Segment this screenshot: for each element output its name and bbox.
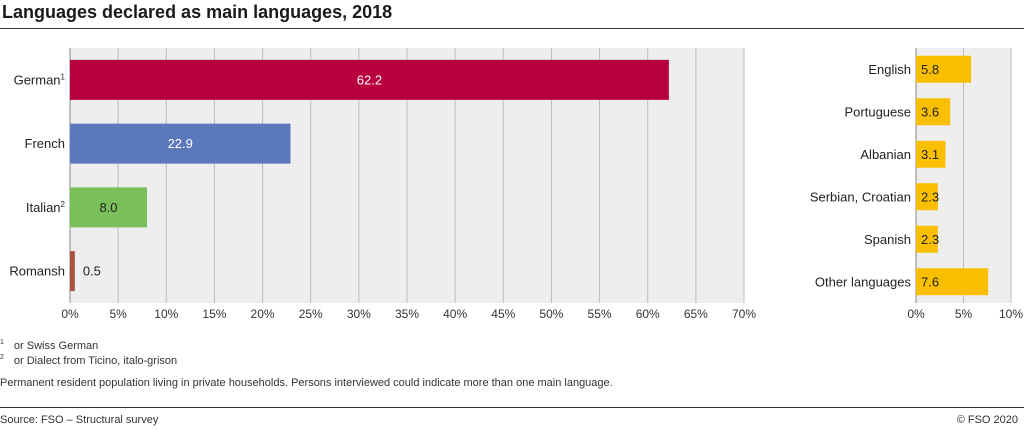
category-label-other-languages: Other languages	[815, 274, 912, 289]
value-label-french: 22.9	[168, 136, 193, 151]
value-label-italian: 8.0	[99, 200, 117, 215]
bar-other-languages	[916, 268, 989, 296]
value-label-german: 62.2	[357, 72, 382, 87]
x-tick-label-70: 70%	[732, 307, 756, 321]
category-label-serbian-croatian: Serbian, Croatian	[810, 189, 911, 204]
value-label-english: 5.8	[921, 62, 939, 77]
category-label-english: English	[868, 62, 911, 77]
x-tick-label-25: 25%	[299, 307, 323, 321]
category-label-french: French	[25, 136, 65, 151]
bar-portuguese	[916, 98, 951, 126]
bar-serbian-croatian	[916, 183, 938, 211]
x-tick-label-0: 0%	[61, 307, 79, 321]
footnote-2-marker: 2	[0, 354, 4, 361]
footnote-1: 1 or Swiss German	[0, 339, 99, 352]
category-label-spanish: Spanish	[864, 232, 911, 247]
x-tick-label-65: 65%	[684, 307, 708, 321]
footnote-1-text: or Swiss German	[13, 340, 99, 352]
category-label-albanian: Albanian	[860, 147, 911, 162]
x-tick-label-15: 15%	[202, 307, 226, 321]
category-label-romansh: Romansh	[9, 264, 65, 279]
x-tick-label-40: 40%	[443, 307, 467, 321]
footer-divider	[0, 407, 1024, 408]
category-label-portuguese: Portuguese	[845, 104, 912, 119]
x-tick-label-55: 55%	[588, 307, 612, 321]
bar-albanian	[916, 140, 946, 168]
x-tick-label-50: 50%	[539, 307, 563, 321]
value-label-other-languages: 7.6	[921, 274, 939, 289]
x-tick-label-10: 10%	[154, 307, 178, 321]
x-tick-label-0: 0%	[907, 307, 925, 321]
source-text: Source: FSO – Structural survey	[0, 414, 159, 426]
x-tick-label-30: 30%	[347, 307, 371, 321]
value-label-albanian: 3.1	[921, 147, 939, 162]
bar-german	[70, 59, 669, 100]
x-tick-label-5: 5%	[109, 307, 127, 321]
x-tick-label-10: 10%	[999, 307, 1023, 321]
footnote-2-text: or Dialect from Ticino, italo-grison	[13, 355, 178, 367]
population-note: Permanent resident population living in …	[0, 377, 613, 389]
bar-french	[70, 123, 291, 164]
footnote-2: 2 or Dialect from Ticino, italo-grison	[0, 354, 178, 367]
bar-english	[916, 55, 972, 83]
category-label-italian: Italian2	[26, 200, 66, 215]
title-divider	[0, 28, 1024, 29]
x-tick-label-60: 60%	[636, 307, 660, 321]
chart-main-languages: 0% 5% 10% 15% 20% 25% 30% 35% 40% 45% 50% 55% 60% 65%…	[9, 48, 756, 321]
x-tick-label-35: 35%	[395, 307, 419, 321]
bar-romansh	[70, 251, 75, 292]
bar-italian	[70, 187, 148, 228]
x-tick-label-20: 20%	[251, 307, 275, 321]
category-superscript-italian: 2	[61, 200, 66, 209]
value-label-portuguese: 3.6	[921, 104, 939, 119]
x-tick-label-45: 45%	[491, 307, 515, 321]
footnote-1-marker: 1	[0, 339, 4, 346]
x-tick-label-5: 5%	[955, 307, 973, 321]
category-superscript-german: 1	[61, 72, 66, 81]
value-label-romansh: 0.5	[83, 264, 101, 279]
chart-other-languages: 0% 5% 10% English 5.8 Portuguese 3.6 Albanian 3.…	[810, 48, 1023, 321]
value-label-serbian-croatian: 2.3	[921, 189, 939, 204]
value-label-spanish: 2.3	[921, 232, 939, 247]
chart-title: Languages declared as main languages, 20…	[2, 2, 393, 22]
bar-spanish	[916, 225, 938, 253]
copyright-text: © FSO 2020	[956, 414, 1018, 426]
category-label-german: German1	[14, 72, 66, 87]
